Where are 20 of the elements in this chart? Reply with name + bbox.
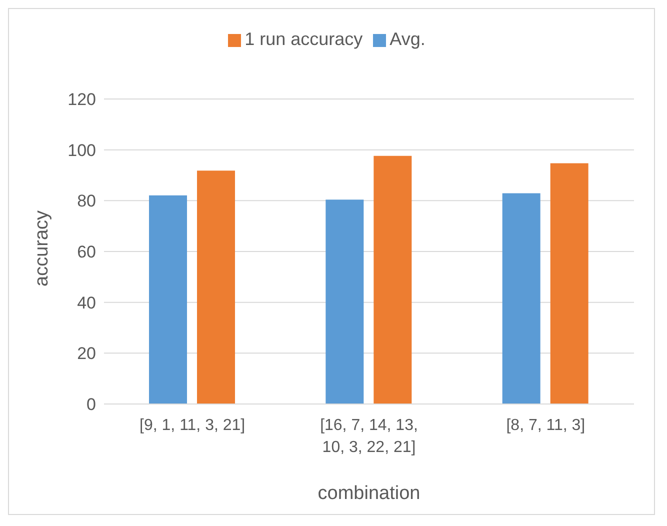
bar	[326, 200, 364, 404]
y-tick-label: 0	[86, 395, 96, 414]
x-axis-title: combination	[318, 483, 420, 504]
x-tick-label: [8, 7, 11, 3]	[506, 417, 586, 434]
bar	[197, 170, 235, 404]
y-tick-label: 120	[68, 90, 96, 110]
x-tick-label: [9, 1, 11, 3, 21]	[140, 417, 246, 434]
y-tick-label: 100	[68, 140, 96, 160]
y-tick-label: 60	[77, 242, 96, 262]
y-tick-label: 20	[77, 344, 96, 364]
bar	[550, 163, 588, 404]
bar	[374, 156, 412, 404]
x-tick-label: [16, 7, 14, 13, 10, 3, 22, 21]	[320, 417, 418, 456]
y-tick-label: 80	[77, 192, 96, 211]
bar	[502, 193, 540, 404]
y-axis-title: accuracy	[32, 210, 53, 286]
y-tick-label: 40	[77, 293, 96, 312]
legend-label: 1 run accuracy	[244, 29, 363, 49]
bar	[149, 195, 187, 404]
legend-label: Avg.	[390, 29, 426, 49]
